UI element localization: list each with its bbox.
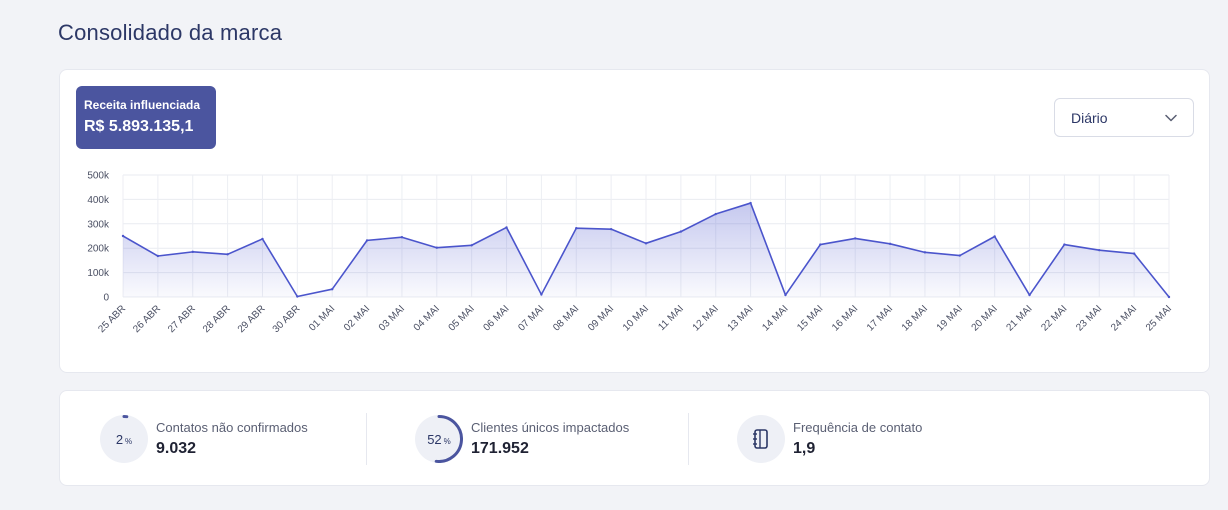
data-point <box>1167 295 1171 299</box>
x-tick-label: 05 MAI <box>447 303 477 333</box>
data-point <box>993 235 996 238</box>
x-tick-label: 25 ABR <box>96 303 128 335</box>
series-area <box>123 203 1169 297</box>
data-point <box>784 293 787 297</box>
progress-ring: 52% <box>415 415 463 463</box>
divider <box>366 413 367 465</box>
data-point <box>644 242 648 245</box>
x-tick-label: 22 MAI <box>1039 303 1069 333</box>
x-tick-label: 23 MAI <box>1074 303 1104 333</box>
x-tick-label: 12 MAI <box>691 303 721 333</box>
chevron-down-icon <box>1165 114 1177 121</box>
x-tick-label: 16 MAI <box>830 303 860 333</box>
stat-contact-frequency: Frequência de contato 1,9 <box>737 415 922 463</box>
x-tick-label: 19 MAI <box>935 303 965 333</box>
x-tick-label: 08 MAI <box>551 303 581 333</box>
data-point <box>365 239 369 242</box>
progress-ring: 2% <box>100 415 148 463</box>
y-tick-label: 400k <box>87 195 110 206</box>
y-tick-label: 0 <box>103 293 109 304</box>
data-point <box>296 295 299 298</box>
x-tick-label: 02 MAI <box>342 303 372 333</box>
data-point <box>854 237 857 240</box>
x-tick-label: 28 ABR <box>201 303 233 335</box>
x-tick-label: 24 MAI <box>1109 303 1139 333</box>
data-point <box>1132 252 1136 255</box>
stat-label: Frequência de contato <box>793 420 923 435</box>
data-point <box>609 227 613 231</box>
stat-unconfirmed-contacts: 2% Contatos não confirmados 9.032 <box>100 415 308 463</box>
x-tick-label: 25 MAI <box>1144 303 1174 333</box>
data-point <box>121 234 125 238</box>
kpi-value: R$ 5.893.135,1 <box>84 118 194 135</box>
stat-value: 1,9 <box>793 440 816 457</box>
data-point <box>400 236 404 239</box>
data-point <box>714 212 717 216</box>
x-tick-label: 21 MAI <box>1004 303 1034 333</box>
y-tick-label: 200k <box>87 244 110 255</box>
stats-card: 2% Contatos não confirmados 9.032 52% Cl… <box>59 390 1210 486</box>
x-tick-label: 04 MAI <box>412 303 442 333</box>
y-tick-label: 100k <box>87 268 110 279</box>
data-point <box>575 226 578 230</box>
data-point <box>749 201 752 205</box>
progress-ring-arc <box>122 415 129 419</box>
data-point <box>540 293 543 296</box>
data-point <box>1098 248 1101 252</box>
x-tick-label: 20 MAI <box>970 303 1000 333</box>
x-tick-label: 01 MAI <box>307 303 337 333</box>
x-tick-label: 27 ABR <box>166 303 198 335</box>
x-tick-label: 17 MAI <box>865 303 895 333</box>
x-tick-label: 26 ABR <box>131 303 163 335</box>
data-point <box>505 226 508 229</box>
x-tick-label: 03 MAI <box>377 303 407 333</box>
percent-value: 52% <box>427 431 451 447</box>
data-point <box>156 254 160 258</box>
revenue-chart-card: Receita influenciada R$ 5.893.135,1 Diár… <box>59 69 1210 373</box>
x-tick-label: 14 MAI <box>760 303 790 333</box>
data-point <box>261 237 264 241</box>
kpi-label: Receita influenciada <box>84 98 201 112</box>
y-tick-label: 500k <box>87 171 110 182</box>
stat-value: 9.032 <box>156 440 197 457</box>
x-tick-label: 15 MAI <box>795 303 825 333</box>
data-point <box>331 287 334 291</box>
data-point <box>958 254 961 257</box>
stat-value: 171.952 <box>471 440 529 457</box>
x-tick-label: 30 ABR <box>271 303 303 335</box>
revenue-kpi: Receita influenciada R$ 5.893.135,1 <box>76 86 216 149</box>
x-tick-label: 09 MAI <box>586 303 616 333</box>
data-point <box>1063 243 1066 246</box>
data-point <box>1028 293 1031 297</box>
x-tick-label: 13 MAI <box>726 303 756 333</box>
y-tick-label: 300k <box>87 219 110 230</box>
page-title: Consolidado da marca <box>58 20 283 45</box>
data-point <box>191 250 194 254</box>
stat-label: Contatos não confirmados <box>156 420 308 435</box>
x-tick-label: 07 MAI <box>516 303 546 333</box>
data-point <box>679 230 683 233</box>
data-point <box>226 253 229 256</box>
progress-ring-arc <box>434 415 463 463</box>
x-tick-label: 06 MAI <box>481 303 511 333</box>
x-tick-label: 29 ABR <box>236 303 268 335</box>
data-point <box>888 242 892 246</box>
divider <box>688 413 689 465</box>
period-select[interactable]: Diário <box>1054 98 1194 137</box>
data-point <box>923 251 927 254</box>
stat-label: Clientes únicos impactados <box>471 420 630 435</box>
notebook-icon <box>737 415 785 463</box>
data-point <box>470 244 473 247</box>
x-tick-label: 18 MAI <box>900 303 930 333</box>
data-point <box>435 246 438 249</box>
x-tick-label: 10 MAI <box>621 303 651 333</box>
data-point <box>819 243 822 246</box>
stat-unique-clients: 52% Clientes únicos impactados 171.952 <box>415 415 629 463</box>
period-select-value: Diário <box>1071 109 1108 126</box>
percent-value: 2% <box>115 431 133 447</box>
x-tick-label: 11 MAI <box>656 303 686 333</box>
